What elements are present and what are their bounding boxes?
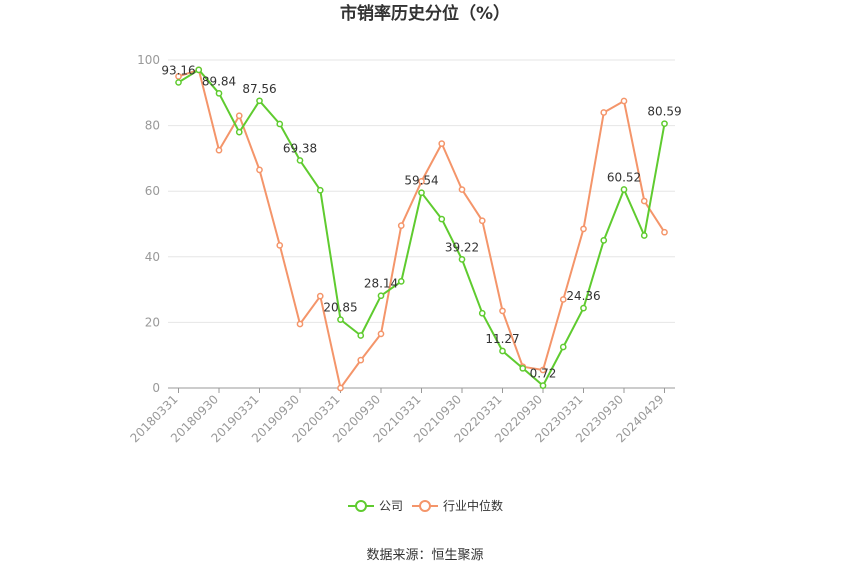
data-label: 0.72 <box>530 367 557 381</box>
legend-label-industry: 行业中位数 <box>443 498 503 513</box>
data-point-company <box>418 189 425 197</box>
data-point-industry <box>559 296 567 303</box>
data-point-company <box>256 97 263 105</box>
data-point-industry <box>377 330 385 338</box>
data-point-industry <box>235 112 243 120</box>
data-point-company <box>377 292 385 300</box>
data-point-company <box>519 364 527 372</box>
source-note: 数据来源：恒生聚源 <box>366 548 483 563</box>
data-point-industry <box>499 307 506 315</box>
data-point-company <box>438 215 446 223</box>
data-point-industry <box>337 384 344 392</box>
data-point-company <box>276 120 284 128</box>
data-point-company <box>235 128 243 136</box>
data-point-industry <box>276 241 284 249</box>
data-label: 11.27 <box>485 332 519 346</box>
legend-item-industry[interactable]: 行业中位数 <box>412 498 503 513</box>
series-layer <box>175 66 668 392</box>
data-point-industry <box>418 178 425 185</box>
data-label: 87.56 <box>242 82 276 96</box>
legend-label-company: 公司 <box>379 499 403 513</box>
data-point-industry <box>316 292 324 300</box>
data-point-company <box>215 89 223 97</box>
data-label: 20.85 <box>323 301 357 315</box>
y-tick-label: 100 <box>137 53 160 67</box>
data-point-industry <box>357 356 365 364</box>
data-point-industry <box>478 217 486 225</box>
y-tick-label: 40 <box>145 250 160 264</box>
y-tick-label: 0 <box>152 381 160 395</box>
data-point-company <box>316 186 324 194</box>
data-label: 59.54 <box>404 174 438 188</box>
data-labels: 93.16 89.84 87.56 69.38 20.85 28.14 59.54 39.22… <box>161 63 681 380</box>
legend: 公司 行业中位数 <box>348 498 503 513</box>
data-point-company <box>640 232 648 239</box>
data-point-company <box>559 343 567 351</box>
data-point-industry <box>580 225 587 233</box>
data-point-company <box>600 237 608 244</box>
data-point-industry <box>620 97 628 105</box>
data-label: 60.52 <box>607 170 641 184</box>
data-point-company <box>337 316 344 323</box>
data-point-company <box>175 79 182 86</box>
data-point-industry <box>438 140 446 147</box>
y-tick-label: 60 <box>145 184 160 198</box>
data-point-industry <box>539 366 547 374</box>
legend-marker-industry <box>419 500 431 512</box>
data-point-company <box>195 66 203 74</box>
data-point-company <box>499 347 506 355</box>
chart-title: 市销率历史分位（%） <box>340 3 510 24</box>
legend-item-company[interactable]: 公司 <box>348 499 403 513</box>
data-point-industry <box>296 320 304 328</box>
legend-marker-company <box>355 500 367 512</box>
data-point-company <box>661 120 668 128</box>
data-point-industry <box>256 166 263 174</box>
data-point-company <box>580 304 587 312</box>
data-point-industry <box>600 109 608 116</box>
data-point-industry <box>215 146 223 154</box>
data-label: 89.84 <box>202 74 236 88</box>
data-point-industry <box>397 222 405 229</box>
data-point-company <box>357 332 365 339</box>
data-point-industry <box>640 197 648 205</box>
data-point-company <box>296 157 304 164</box>
y-tick-label: 20 <box>145 315 160 329</box>
data-label: 69.38 <box>283 141 317 155</box>
data-point-company <box>458 256 466 263</box>
data-point-company <box>478 309 486 317</box>
data-point-industry <box>661 228 668 236</box>
data-label: 80.59 <box>647 105 681 119</box>
data-point-company <box>620 186 628 193</box>
data-label: 39.22 <box>445 240 479 254</box>
y-tick-label: 80 <box>145 119 160 133</box>
data-label: 28.14 <box>364 277 398 291</box>
data-point-company <box>539 382 547 389</box>
series-line-company <box>177 68 666 387</box>
data-label: 93.16 <box>161 63 195 77</box>
series-line-industry <box>178 68 666 389</box>
data-point-company <box>397 278 405 285</box>
data-point-industry <box>175 73 182 80</box>
data-label: 24.36 <box>566 289 600 303</box>
data-point-industry <box>458 186 466 193</box>
